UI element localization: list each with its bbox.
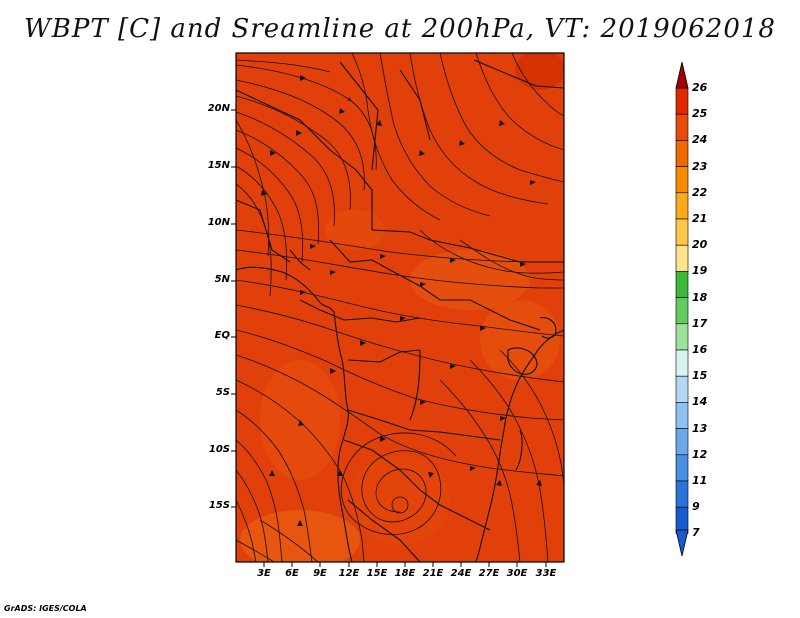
lat-label: 15N [207, 160, 230, 171]
lat-label: EQ [214, 330, 230, 341]
colorbar-swatch [675, 140, 689, 167]
colorbar-label: 16 [692, 343, 708, 356]
lat-ticks [231, 109, 236, 508]
colorbar-label: 26 [692, 81, 708, 94]
colorbar-swatches [675, 87, 689, 534]
lon-label: 33E [535, 568, 557, 579]
colorbar-label: 14 [692, 395, 708, 409]
colorbar-bottom-arrow [675, 529, 689, 557]
lon-label: 6E [285, 568, 299, 579]
colorbar [675, 61, 689, 557]
colorbar-label: 22 [692, 185, 708, 199]
colorbar-swatch [675, 271, 689, 298]
map-title: WBPT [C] and Sreamline at 200hPa, VT: 20… [24, 14, 776, 44]
colorbar-label: 13 [692, 421, 708, 435]
colorbar-swatch [675, 506, 689, 534]
lon-label: 27E [478, 568, 500, 579]
colorbar-label: 15 [692, 369, 708, 383]
streamlines [236, 53, 564, 562]
lon-ticks [263, 562, 547, 567]
map-panel [231, 52, 565, 567]
colorbar-swatch [675, 375, 689, 403]
lat-label: 10S [208, 444, 230, 455]
colorbar-swatch [675, 87, 689, 115]
colorbar-top-arrow [675, 61, 689, 89]
colorbar-label: 12 [692, 447, 708, 461]
lon-label: 21E [422, 568, 444, 579]
lat-label: 20N [207, 103, 230, 114]
colorbar-swatch [675, 428, 689, 456]
colorbar-label: 19 [692, 264, 708, 278]
lon-label: 12E [338, 568, 360, 579]
colorbar-label: 24 [692, 133, 708, 147]
colorbar-swatch [675, 244, 689, 272]
lon-label: 18E [394, 568, 416, 579]
colorbar-swatch [675, 192, 689, 220]
lat-label: 5N [214, 274, 230, 285]
streamline-arrows [261, 75, 542, 526]
colorbar-label: 18 [692, 290, 708, 304]
lat-label: 5S [215, 387, 230, 398]
map-frame [235, 52, 565, 563]
lat-label: 15S [208, 500, 230, 511]
lon-label: 15E [366, 568, 388, 579]
lon-label: 9E [313, 568, 327, 579]
colorbar-label: 9 [692, 500, 700, 514]
colorbar-swatch [675, 480, 689, 508]
colorbar-swatch [675, 218, 689, 246]
colorbar-label: 17 [692, 316, 708, 330]
colorbar-label: 23 [692, 159, 708, 173]
colorbar-swatch [675, 349, 689, 377]
colorbar-swatch [675, 402, 689, 429]
colorbar-label: 11 [692, 474, 708, 487]
lat-label: 10N [207, 217, 230, 228]
colorbar-label: 7 [692, 526, 700, 540]
colorbar-swatch [675, 297, 689, 325]
colorbar-label: 25 [692, 107, 708, 121]
lon-label: 30E [506, 568, 528, 579]
colorbar-swatch [675, 166, 689, 194]
colorbar-swatch [675, 454, 689, 482]
colorbar-swatch [675, 323, 689, 351]
lon-label: 3E [257, 568, 271, 579]
lon-label: 24E [450, 568, 472, 579]
colorbar-label: 20 [692, 238, 708, 252]
colorbar-label: 21 [692, 212, 708, 225]
colorbar-swatch [675, 113, 689, 141]
grads-credit: GrADS: IGES/COLA [4, 604, 87, 613]
